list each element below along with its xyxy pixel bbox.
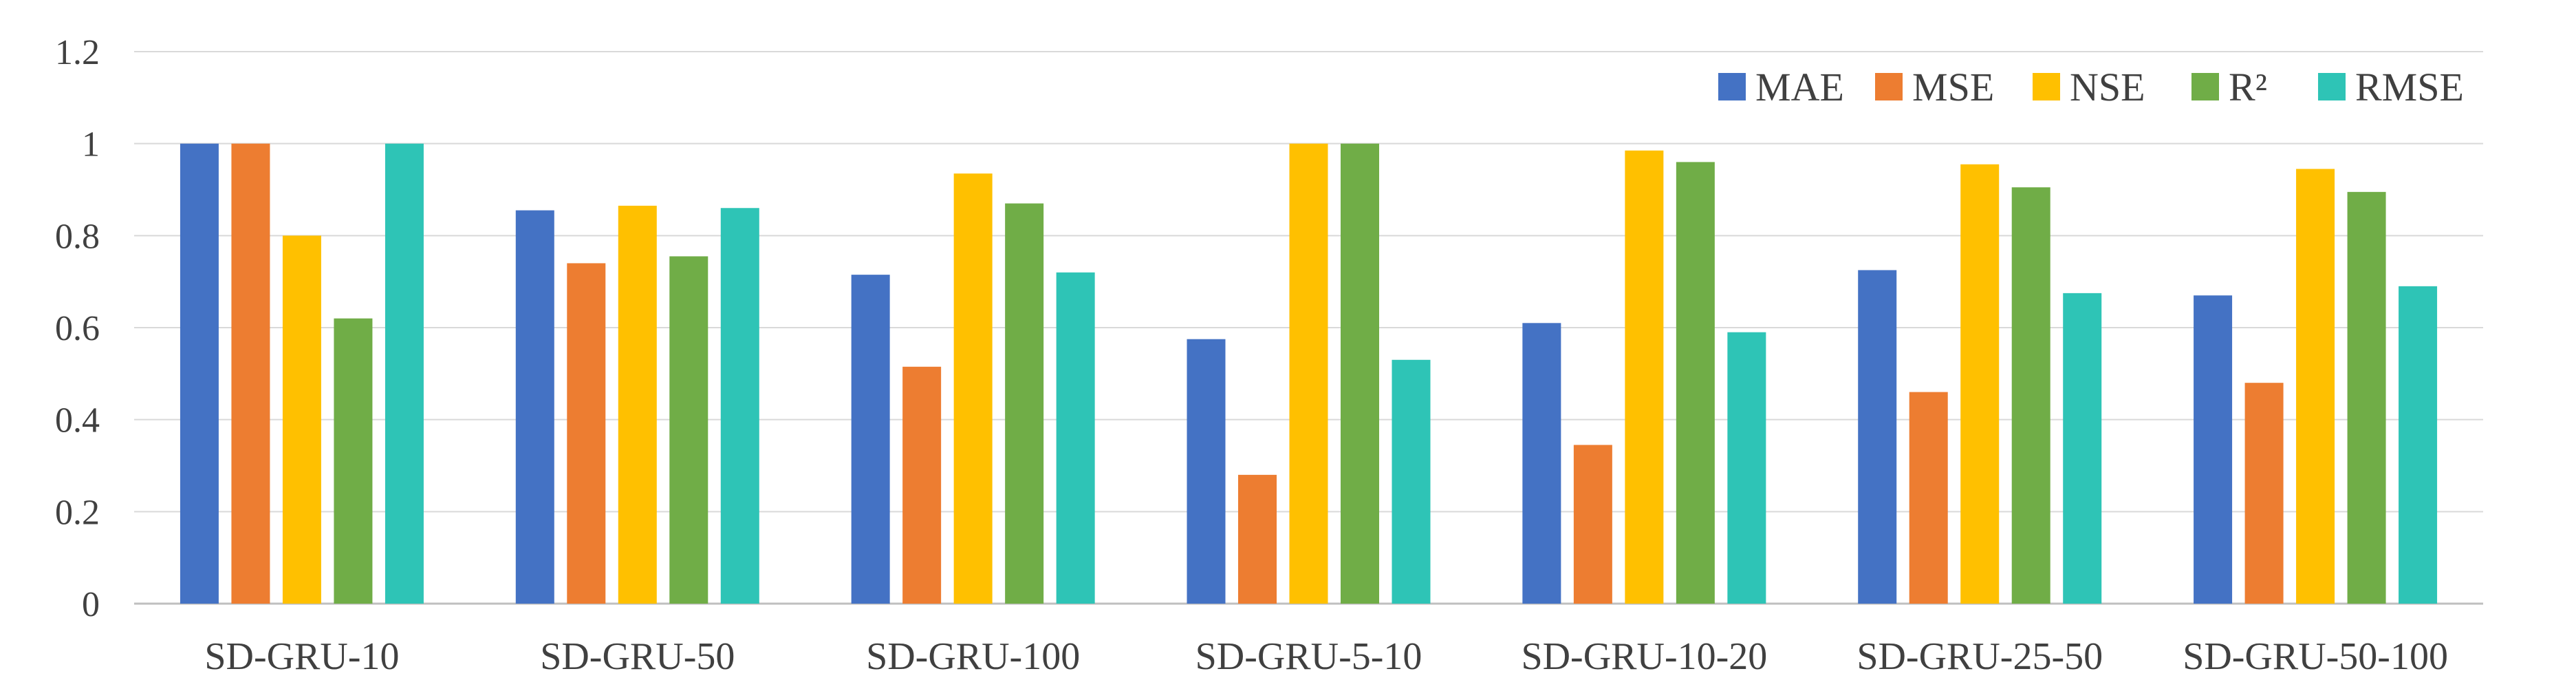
legend: MAE MSE NSE R² RMSE [1718, 65, 2464, 109]
bar-mae-1 [180, 143, 219, 604]
legend-swatch-nse [2033, 73, 2060, 100]
y-tick-label: 1 [82, 125, 100, 165]
bar-mse-6 [1909, 392, 1948, 604]
bar-rmse-5 [1727, 332, 1766, 604]
x-category-label: SD-GRU-50 [540, 635, 735, 678]
bar-r-2 [669, 256, 708, 604]
bar-mae-5 [1522, 323, 1561, 604]
bar-r-1 [334, 318, 373, 604]
bar-nse-2 [618, 205, 657, 604]
bar-r-7 [2347, 191, 2386, 604]
bar-mse-4 [1238, 474, 1277, 604]
x-category-label: SD-GRU-100 [866, 635, 1080, 678]
bar-nse-1 [282, 235, 321, 604]
y-axis-tick-labels: 0 0.2 0.4 0.6 0.8 1 1.2 [55, 33, 100, 624]
bar-nse-5 [1625, 150, 1664, 604]
bar-rmse-4 [1392, 359, 1431, 604]
bar-nse-6 [1960, 164, 2000, 604]
bar-mse-5 [1573, 445, 1612, 604]
bar-mae-6 [1858, 270, 1897, 604]
bar-mae-4 [1187, 339, 1226, 604]
bar-rmse-6 [2063, 293, 2102, 604]
legend-label: R² [2229, 65, 2267, 109]
legend-swatch-mae [1718, 73, 1746, 100]
bar-nse-4 [1289, 143, 1328, 604]
bar-rmse-7 [2399, 286, 2438, 604]
bar-r-3 [1005, 203, 1044, 604]
bar-r-5 [1676, 162, 1715, 604]
bar-nse-7 [2296, 169, 2335, 604]
legend-label: RMSE [2355, 65, 2464, 109]
y-tick-label: 0.6 [55, 309, 100, 348]
bar-rmse-2 [720, 208, 759, 604]
y-tick-label: 0.8 [55, 217, 100, 256]
bar-mse-3 [902, 366, 942, 604]
x-axis-category-labels: SD-GRU-10 SD-GRU-50 SD-GRU-100 SD-GRU-5-10 S… [204, 635, 2448, 678]
x-category-label: SD-GRU-10 [204, 635, 399, 678]
legend-label: MAE [1755, 65, 1844, 109]
y-tick-label: 0.2 [55, 493, 100, 532]
bar-nse-3 [953, 173, 993, 604]
bar-rmse-1 [385, 143, 424, 604]
bar-mae-2 [515, 210, 554, 604]
bar-mse-7 [2244, 383, 2284, 604]
y-tick-label: 0 [82, 585, 100, 624]
legend-label: NSE [2070, 65, 2145, 109]
x-category-label: SD-GRU-10-20 [1521, 635, 1767, 678]
x-category-label: SD-GRU-50-100 [2183, 635, 2448, 678]
y-tick-label: 0.4 [55, 401, 100, 441]
x-category-label: SD-GRU-5-10 [1195, 635, 1422, 678]
legend-swatch-mse [1875, 73, 1903, 100]
bar-rmse-3 [1056, 272, 1095, 604]
bar-mse-1 [231, 143, 270, 604]
bar-r-6 [2011, 187, 2050, 604]
y-tick-label: 1.2 [55, 33, 100, 72]
bar-mae-7 [2194, 295, 2233, 604]
legend-label: MSE [1912, 65, 1994, 109]
legend-swatch-r [2191, 73, 2219, 100]
bar-mae-3 [851, 275, 890, 604]
bars [180, 143, 2438, 604]
bar-r-4 [1341, 143, 1379, 604]
x-category-label: SD-GRU-25-50 [1857, 635, 2103, 678]
bar-mse-2 [567, 263, 606, 604]
legend-swatch-rmse [2318, 73, 2346, 100]
